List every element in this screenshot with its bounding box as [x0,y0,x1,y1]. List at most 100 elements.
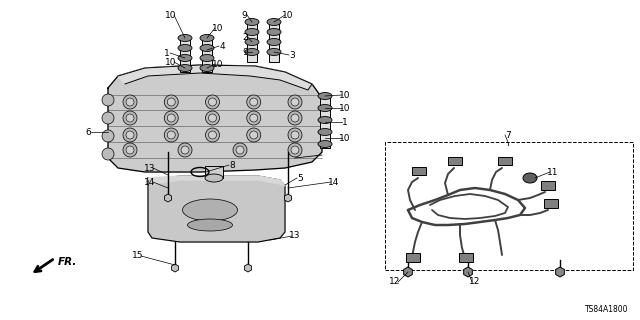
Text: 8: 8 [229,161,235,170]
Circle shape [291,114,299,122]
Text: 1: 1 [342,117,348,126]
Circle shape [123,128,137,142]
Bar [541,181,555,190]
Ellipse shape [267,28,281,36]
Text: 10: 10 [339,133,351,142]
Polygon shape [108,65,322,172]
Text: 10: 10 [165,11,177,20]
Text: 10: 10 [339,103,351,113]
Ellipse shape [178,35,192,42]
Ellipse shape [267,49,281,55]
Polygon shape [118,65,312,90]
Circle shape [291,131,299,139]
Circle shape [178,143,192,157]
Circle shape [167,131,175,139]
Circle shape [164,95,179,109]
Circle shape [288,128,302,142]
Text: 9: 9 [241,11,247,20]
Circle shape [209,114,216,122]
Circle shape [164,111,179,125]
Ellipse shape [200,65,214,71]
Ellipse shape [267,19,281,26]
Circle shape [102,130,114,142]
Circle shape [205,128,220,142]
Bar [269,22,279,62]
Text: 10: 10 [165,58,177,67]
Circle shape [291,146,299,154]
Circle shape [250,98,258,106]
Ellipse shape [188,219,232,231]
Circle shape [123,143,137,157]
Circle shape [288,143,302,157]
Bar [448,157,462,165]
Bar [498,157,512,165]
Ellipse shape [200,54,214,61]
Ellipse shape [178,44,192,52]
Circle shape [250,114,258,122]
Ellipse shape [318,140,332,148]
Ellipse shape [318,116,332,124]
Circle shape [167,114,175,122]
Bar [385,142,633,270]
Circle shape [247,128,260,142]
Circle shape [102,148,114,160]
Ellipse shape [182,199,237,221]
Circle shape [291,98,299,106]
Circle shape [126,98,134,106]
Circle shape [102,94,114,106]
Text: 9: 9 [242,47,248,57]
Ellipse shape [318,92,332,100]
Circle shape [209,131,216,139]
Ellipse shape [523,173,537,183]
Ellipse shape [178,54,192,61]
Text: 12: 12 [469,277,481,286]
Text: 2: 2 [242,33,248,42]
Text: 10: 10 [212,60,224,68]
Text: 10: 10 [339,91,351,100]
Text: 14: 14 [328,178,340,187]
Text: TS84A1800: TS84A1800 [584,305,628,314]
Circle shape [288,95,302,109]
Circle shape [102,112,114,124]
Circle shape [233,143,247,157]
Circle shape [167,98,175,106]
Ellipse shape [245,49,259,55]
Bar [247,22,257,62]
Circle shape [288,111,302,125]
Circle shape [126,114,134,122]
Bar [320,96,330,148]
Polygon shape [148,176,285,186]
Text: FR.: FR. [58,257,77,267]
Circle shape [247,111,260,125]
Text: 7: 7 [505,131,511,140]
Circle shape [123,111,137,125]
Text: 10: 10 [212,23,224,33]
Bar [412,167,426,175]
Text: 1: 1 [164,49,170,58]
Circle shape [236,146,244,154]
Text: 4: 4 [219,42,225,51]
Bar [406,253,420,262]
Text: 12: 12 [389,277,401,286]
Ellipse shape [178,65,192,71]
Text: 11: 11 [547,167,559,177]
Bar [202,38,212,72]
Text: 13: 13 [144,164,156,172]
Ellipse shape [318,129,332,135]
Circle shape [126,131,134,139]
Polygon shape [148,176,285,242]
Circle shape [250,131,258,139]
Text: 5: 5 [297,173,303,182]
Ellipse shape [267,38,281,45]
Ellipse shape [200,35,214,42]
Circle shape [126,146,134,154]
Bar [205,166,223,178]
Text: 6: 6 [85,127,91,137]
Ellipse shape [245,38,259,45]
Circle shape [123,95,137,109]
Circle shape [247,95,260,109]
Ellipse shape [245,28,259,36]
Bar [180,38,190,72]
Ellipse shape [205,174,223,182]
Circle shape [209,98,216,106]
